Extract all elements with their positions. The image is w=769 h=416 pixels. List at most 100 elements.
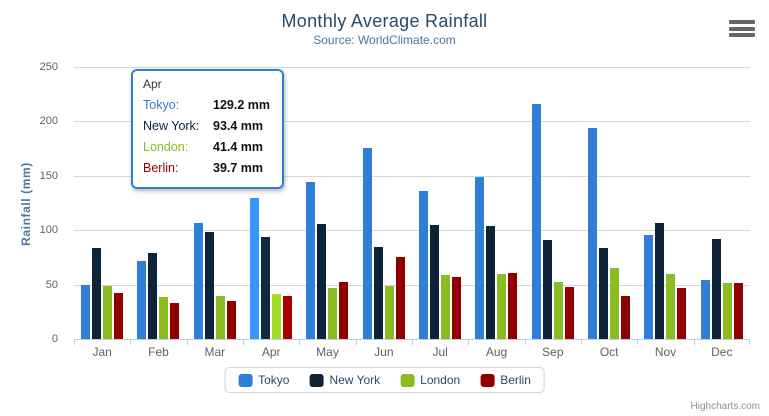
bar-group-nov	[637, 68, 693, 339]
bar-tokyo-jul[interactable]	[419, 191, 429, 339]
bar-group-feb	[130, 68, 186, 339]
bar-newyork-may[interactable]	[317, 223, 327, 339]
x-axis-labels: Jan Feb Mar Apr May Jun Jul Aug Sep Oct Nov Dec	[74, 345, 750, 361]
bar-tokyo-aug[interactable]	[475, 177, 485, 339]
tooltip-row-tokyo: Tokyo: 129.2 mm	[143, 95, 272, 116]
x-axis-tick	[468, 340, 469, 345]
bar-group-dec	[694, 68, 750, 339]
y-tick-label-0: 0	[51, 333, 58, 345]
bar-london-feb[interactable]	[159, 296, 169, 339]
bar-tokyo-jun[interactable]	[362, 147, 372, 339]
bar-london-oct[interactable]	[610, 268, 620, 339]
bar-london-jul[interactable]	[441, 274, 451, 339]
bar-berlin-jun[interactable]	[395, 256, 405, 339]
bar-berlin-nov[interactable]	[677, 288, 687, 339]
bar-london-sep[interactable]	[553, 282, 563, 339]
bar-berlin-sep[interactable]	[564, 287, 574, 339]
gridline-200	[74, 121, 750, 123]
tooltip-series-value: 93.4 mm	[213, 119, 264, 133]
legend-label: London	[420, 373, 461, 387]
bar-newyork-mar[interactable]	[204, 231, 214, 339]
export-menu-button[interactable]	[729, 20, 755, 37]
bar-newyork-oct[interactable]	[599, 248, 609, 339]
bar-tokyo-jan[interactable]	[81, 284, 91, 339]
bar-berlin-apr[interactable]	[283, 295, 293, 339]
x-axis-tick	[299, 340, 300, 345]
bar-berlin-may[interactable]	[339, 281, 349, 339]
bar-london-mar[interactable]	[215, 296, 225, 339]
x-axis-tick	[581, 340, 582, 345]
bar-berlin-jan[interactable]	[114, 292, 124, 339]
bar-group-jun	[356, 68, 412, 339]
x-tick-label-sep: Sep	[542, 345, 564, 359]
bar-tokyo-oct[interactable]	[588, 127, 598, 339]
bar-berlin-aug[interactable]	[508, 273, 518, 339]
legend-swatch-newyork	[309, 373, 324, 387]
credits-link[interactable]: Highcharts.com	[690, 401, 760, 412]
bar-group-mar	[187, 68, 243, 339]
bar-london-nov[interactable]	[666, 274, 676, 339]
x-axis-tick	[749, 340, 750, 345]
bar-group-oct	[581, 68, 637, 339]
bar-london-jun[interactable]	[384, 286, 394, 339]
bar-london-dec[interactable]	[722, 283, 732, 339]
bar-tokyo-nov[interactable]	[644, 235, 654, 339]
y-tick-label-100: 100	[39, 224, 58, 237]
x-tick-label-feb: Feb	[148, 345, 169, 359]
legend-item-berlin[interactable]: Berlin	[480, 373, 531, 387]
bar-london-apr[interactable]	[272, 293, 282, 339]
hamburger-menu-icon	[729, 33, 755, 37]
bar-tokyo-mar[interactable]	[193, 223, 203, 339]
tooltip-series-value: 129.2 mm	[213, 98, 270, 112]
x-tick-label-nov: Nov	[654, 345, 677, 359]
legend-label: New York	[329, 373, 381, 387]
bar-tokyo-feb[interactable]	[137, 261, 147, 339]
bar-group-jul	[412, 68, 468, 339]
tooltip-rows: Tokyo: 129.2 mm New York: 93.4 mm London: 41.…	[143, 95, 272, 179]
bar-newyork-nov[interactable]	[655, 223, 665, 339]
bar-newyork-aug[interactable]	[486, 225, 496, 339]
bar-tokyo-may[interactable]	[306, 182, 316, 339]
legend-label: Tokyo	[258, 373, 290, 387]
x-axis-tick	[243, 340, 244, 345]
x-tick-label-jul: Jul	[432, 345, 448, 359]
bar-newyork-jun[interactable]	[373, 247, 383, 339]
tooltip-series-value: 39.7 mm	[213, 161, 264, 175]
x-axis-tick	[694, 340, 695, 345]
x-axis-tick	[74, 340, 75, 345]
bar-berlin-oct[interactable]	[621, 296, 631, 339]
bar-berlin-dec[interactable]	[733, 283, 743, 339]
bar-tokyo-dec[interactable]	[700, 279, 710, 339]
bar-newyork-jul[interactable]	[430, 224, 440, 339]
bar-newyork-dec[interactable]	[711, 238, 721, 339]
bar-tokyo-sep[interactable]	[531, 103, 541, 339]
tooltip: Apr Tokyo: 129.2 mm New York: 93.4 mm London…	[131, 69, 284, 189]
hamburger-menu-icon	[729, 26, 755, 31]
bar-newyork-apr[interactable]	[261, 237, 271, 339]
bar-berlin-mar[interactable]	[226, 301, 236, 339]
tooltip-series-label: Tokyo:	[143, 98, 180, 112]
legend-item-london[interactable]: London	[400, 373, 460, 387]
bar-london-aug[interactable]	[497, 274, 507, 339]
y-tick-label-250: 250	[39, 61, 58, 73]
bar-london-may[interactable]	[328, 287, 338, 339]
bar-newyork-sep[interactable]	[542, 239, 552, 339]
bar-group-aug	[468, 68, 524, 339]
x-tick-label-jun: Jun	[374, 345, 394, 359]
legend: Tokyo New York London Berlin	[224, 367, 545, 393]
bar-group-apr	[243, 68, 299, 339]
legend-item-tokyo[interactable]: Tokyo	[238, 373, 289, 387]
gridline-150	[74, 175, 750, 177]
x-tick-label-mar: Mar	[204, 345, 226, 359]
bar-berlin-jul[interactable]	[452, 276, 462, 339]
gridline-50	[74, 284, 750, 286]
bar-berlin-feb[interactable]	[170, 302, 180, 339]
bar-london-jan[interactable]	[103, 285, 113, 339]
bar-newyork-jan[interactable]	[92, 248, 102, 339]
legend-item-newyork[interactable]: New York	[309, 373, 380, 387]
bar-newyork-feb[interactable]	[148, 253, 158, 339]
y-tick-label-200: 200	[39, 115, 58, 128]
gridline-100	[74, 230, 750, 232]
bar-group-may	[299, 68, 355, 339]
bar-tokyo-apr[interactable]	[250, 198, 260, 339]
